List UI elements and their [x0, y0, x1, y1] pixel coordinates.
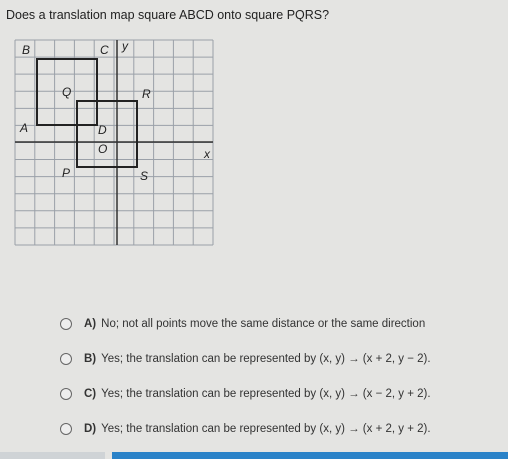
point-label: D [98, 123, 107, 137]
square-pqrs [76, 100, 138, 168]
option[interactable]: D) Yes; the translation can be represente… [60, 423, 431, 435]
option[interactable]: B) Yes; the translation can be represente… [60, 353, 431, 365]
radio-button[interactable] [60, 423, 72, 435]
button-edge[interactable] [112, 452, 508, 459]
option-text: Yes; the translation can be represented … [101, 353, 431, 365]
origin-label: O [98, 142, 107, 156]
option-text: No; not all points move the same distanc… [101, 318, 426, 330]
point-label: A [19, 121, 28, 135]
point-label: R [142, 87, 151, 101]
option-letter: A) [84, 318, 97, 330]
point-label: Q [62, 85, 71, 99]
option-letter: B) [84, 353, 97, 365]
radio-button[interactable] [60, 388, 72, 400]
option-letter: D) [84, 423, 97, 435]
point-label: C [100, 43, 109, 57]
x-axis-label: x [203, 147, 211, 161]
question: Does a translation map square ABCD onto … [6, 8, 330, 22]
y-axis-label: y [121, 39, 129, 53]
option-text: Yes; the translation can be represented … [101, 388, 431, 400]
option-letter: C) [84, 388, 97, 400]
square-abcd [36, 58, 98, 126]
radio-button[interactable] [60, 353, 72, 365]
point-label: P [62, 166, 70, 180]
button-edge [0, 452, 105, 459]
radio-button[interactable] [60, 318, 72, 330]
point-label: B [22, 43, 30, 57]
option[interactable]: C) Yes; the translation can be represente… [60, 388, 431, 400]
point-label: S [140, 169, 148, 183]
option[interactable]: A) No; not all points move the same dista… [60, 318, 425, 330]
option-text: Yes; the translation can be represented … [101, 423, 431, 435]
